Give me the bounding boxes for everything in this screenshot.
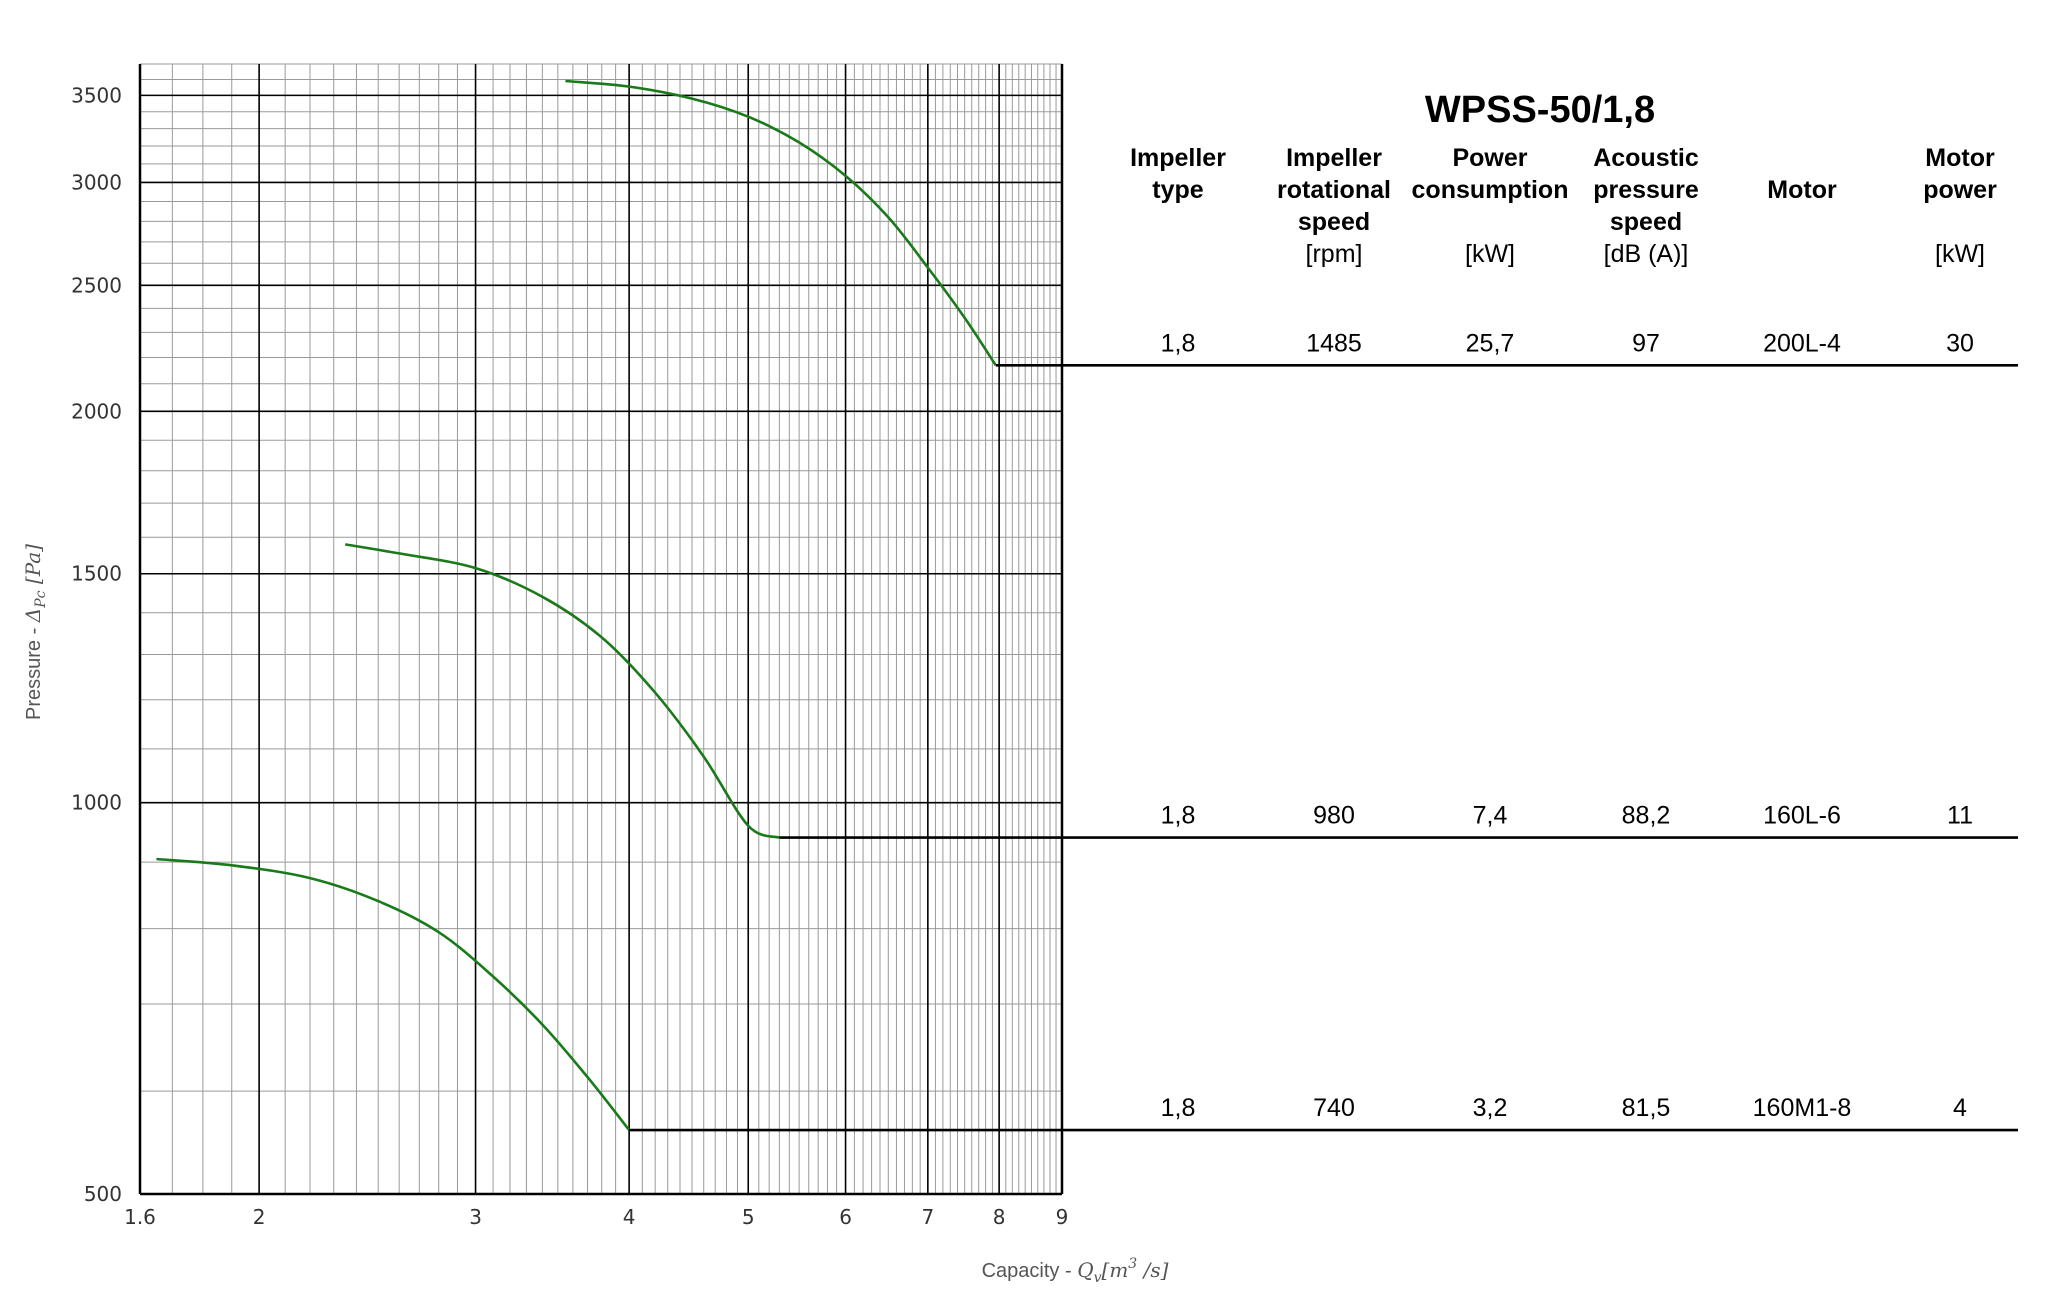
performance-curve-1485rpm <box>565 79 997 367</box>
x-tick-label: 8 <box>993 1205 1006 1229</box>
table-column-header: consumption <box>1412 176 1569 204</box>
table-column-unit: [rpm] <box>1306 240 1363 268</box>
x-tick-label: 9 <box>1056 1205 1069 1229</box>
table-column-header: Motor <box>1767 176 1837 204</box>
table-cell: 200L-4 <box>1763 329 1841 357</box>
x-tick-labels: 1.6 2 3 4 5 6 7 8 9 <box>124 1205 1068 1229</box>
table-cell: 1,8 <box>1161 329 1196 357</box>
table-cell: 97 <box>1632 329 1660 357</box>
y-tick-label: 500 <box>84 1182 122 1206</box>
performance-curve-980rpm <box>344 543 780 839</box>
table-cell: 25,7 <box>1466 329 1515 357</box>
x-axis-title: Capacity - Qv[m3 /s] <box>982 1256 1169 1286</box>
table-cell: 3,2 <box>1473 1094 1508 1122</box>
rated-point-leader-lines <box>629 363 2018 1132</box>
table-column-header: Impeller <box>1130 144 1226 172</box>
table-column-header: pressure <box>1593 176 1699 204</box>
table-cell: 160M1-8 <box>1753 1094 1852 1122</box>
y-tick-labels: 500 1000 1500 2000 2500 3000 3500 <box>71 83 122 1206</box>
table-cell: 81,5 <box>1622 1094 1671 1122</box>
table-cell: 980 <box>1313 802 1355 830</box>
y-tick-label: 2500 <box>71 273 122 297</box>
table-cell: 4 <box>1953 1094 1967 1122</box>
table-header: Impeller type Impeller rotational speed [rpm]… <box>1130 144 1997 268</box>
y-tick-label: 3500 <box>71 83 122 107</box>
performance-curve-740rpm <box>156 857 631 1131</box>
y-axis-title: Pressure - ΔPc [Pa] <box>21 544 49 720</box>
x-tick-label: 3 <box>469 1205 482 1229</box>
grid-major <box>140 64 1062 1194</box>
table-column-header: Impeller <box>1286 144 1382 172</box>
table-column-unit: [kW] <box>1465 240 1515 268</box>
performance-curves <box>156 79 997 1131</box>
table-column-header: speed <box>1610 208 1682 236</box>
table-column-header: power <box>1923 176 1997 204</box>
y-tick-label: 1500 <box>71 562 122 586</box>
table-column-header: type <box>1152 176 1204 204</box>
chart-title: WPSS-50/1,8 <box>1425 89 1655 131</box>
y-tick-label: 3000 <box>71 170 122 194</box>
x-tick-label: 5 <box>742 1205 755 1229</box>
y-tick-label: 2000 <box>71 399 122 423</box>
x-tick-label: 2 <box>253 1205 266 1229</box>
y-tick-label: 1000 <box>71 791 122 815</box>
table-cell: 160L-6 <box>1763 802 1841 830</box>
x-tick-label: 1.6 <box>124 1205 156 1229</box>
table-cell: 7,4 <box>1473 802 1508 830</box>
x-tick-label: 4 <box>623 1205 636 1229</box>
table-body: 1,8 1485 25,7 97 200L-4 30 1,8 980 7,4 88,2 160L-6… <box>1161 329 1974 1122</box>
table-cell: 30 <box>1946 329 1974 357</box>
table-column-unit: [kW] <box>1935 240 1985 268</box>
table-cell: 740 <box>1313 1094 1355 1122</box>
table-cell: 1485 <box>1306 329 1362 357</box>
table-column-unit: [dB (A)] <box>1604 240 1689 268</box>
x-tick-label: 7 <box>921 1205 934 1229</box>
table-cell: 1,8 <box>1161 802 1196 830</box>
table-cell: 1,8 <box>1161 1094 1196 1122</box>
x-tick-label: 6 <box>839 1205 852 1229</box>
axes <box>138 64 1064 1196</box>
table-column-header: Power <box>1452 144 1527 172</box>
table-cell: 88,2 <box>1622 802 1671 830</box>
table-column-header: Motor <box>1925 144 1995 172</box>
table-cell: 11 <box>1947 802 1973 830</box>
table-column-header: Acoustic <box>1593 144 1699 172</box>
table-column-header: speed <box>1298 208 1370 236</box>
grid-minor <box>139 63 1063 1195</box>
table-column-header: rotational <box>1277 176 1391 204</box>
